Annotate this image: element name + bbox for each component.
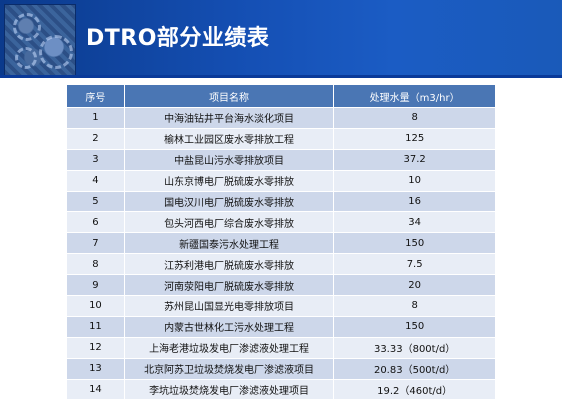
table-row: 5 国电汉川电厂脱硫废水零排放 16 <box>66 190 496 213</box>
cell-index: 1 <box>66 107 125 129</box>
cell-project-name: 中盐昆山污水零排放项目 <box>123 148 335 171</box>
table-row: 14 李坑垃圾焚烧发电厂渗滤液处理项目 19.2（460t/d） <box>66 378 496 401</box>
cell-index: 10 <box>66 295 125 317</box>
table-row: 13 北京阿苏卫垃圾焚烧发电厂渗滤液项目 20.83（500t/d） <box>66 357 496 380</box>
cell-project-name: 新疆国泰污水处理工程 <box>123 232 335 255</box>
header-cell-index: 序号 <box>66 84 125 108</box>
cell-project-name: 内蒙古世林化工污水处理工程 <box>123 315 335 338</box>
table-row: 3 中盐昆山污水零排放项目 37.2 <box>66 148 496 171</box>
cell-index: 6 <box>66 211 125 234</box>
header-divider <box>0 75 562 78</box>
cell-capacity: 16 <box>333 190 496 213</box>
cell-capacity: 8 <box>333 107 496 129</box>
cell-capacity: 8 <box>333 295 496 317</box>
cell-capacity: 20.83（500t/d） <box>333 357 496 380</box>
header-cell-capacity: 处理水量（m3/hr） <box>333 84 496 108</box>
table-row: 10 苏州昆山国显光电零排放项目 8 <box>66 295 496 317</box>
table-row: 8 江苏利港电厂脱硫废水零排放 7.5 <box>66 253 496 276</box>
cell-index: 7 <box>66 232 125 255</box>
cell-index: 9 <box>66 274 125 297</box>
cell-capacity: 20 <box>333 274 496 297</box>
cell-project-name: 苏州昆山国显光电零排放项目 <box>123 295 335 317</box>
table-row: 12 上海老港垃圾发电厂渗滤液处理工程 33.33（800t/d） <box>66 336 496 359</box>
cell-project-name: 上海老港垃圾发电厂渗滤液处理工程 <box>123 336 335 359</box>
table-row: 6 包头河西电厂综合废水零排放 34 <box>66 211 496 234</box>
cell-capacity: 19.2（460t/d） <box>333 378 496 401</box>
gear-icon <box>13 13 41 41</box>
cell-index: 2 <box>66 127 125 150</box>
cell-capacity: 150 <box>333 315 496 338</box>
cell-capacity: 150 <box>333 232 496 255</box>
cell-project-name: 李坑垃圾焚烧发电厂渗滤液处理项目 <box>123 378 335 401</box>
gear-icon <box>39 35 73 69</box>
cell-project-name: 国电汉川电厂脱硫废水零排放 <box>123 190 335 213</box>
header-cell-project-name: 项目名称 <box>123 84 335 108</box>
performance-table: 序号 项目名称 处理水量（m3/hr） 1 中海油钻井平台海水淡化项目 8 2 … <box>66 84 496 401</box>
table-row: 2 榆林工业园区废水零排放工程 125 <box>66 127 496 150</box>
cell-capacity: 33.33（800t/d） <box>333 336 496 359</box>
cell-index: 12 <box>66 336 125 359</box>
cell-project-name: 江苏利港电厂脱硫废水零排放 <box>123 253 335 276</box>
table-header: 序号 项目名称 处理水量（m3/hr） <box>66 84 496 108</box>
cell-index: 3 <box>66 148 125 171</box>
cell-index: 13 <box>66 357 125 380</box>
cell-project-name: 北京阿苏卫垃圾焚烧发电厂渗滤液项目 <box>123 357 335 380</box>
header-banner: DTRO部分业绩表 <box>0 0 562 78</box>
cell-index: 11 <box>66 315 125 338</box>
cell-index: 14 <box>66 378 125 401</box>
cell-project-name: 河南荥阳电厂脱硫废水零排放 <box>123 274 335 297</box>
table-row: 1 中海油钻井平台海水淡化项目 8 <box>66 107 496 129</box>
table-row: 11 内蒙古世林化工污水处理工程 150 <box>66 315 496 338</box>
cell-capacity: 34 <box>333 211 496 234</box>
cell-index: 8 <box>66 253 125 276</box>
cell-capacity: 37.2 <box>333 148 496 171</box>
table-row: 4 山东京博电厂脱硫废水零排放 10 <box>66 169 496 192</box>
cell-project-name: 榆林工业园区废水零排放工程 <box>123 127 335 150</box>
slide-title: DTRO部分业绩表 <box>86 26 270 51</box>
table-body: 1 中海油钻井平台海水淡化项目 8 2 榆林工业园区废水零排放工程 125 3 … <box>66 107 496 401</box>
gear-icon <box>15 47 37 69</box>
cell-project-name: 包头河西电厂综合废水零排放 <box>123 211 335 234</box>
table-row: 9 河南荥阳电厂脱硫废水零排放 20 <box>66 274 496 297</box>
table-row: 7 新疆国泰污水处理工程 150 <box>66 232 496 255</box>
cell-capacity: 10 <box>333 169 496 192</box>
cell-index: 5 <box>66 190 125 213</box>
performance-table-container: 序号 项目名称 处理水量（m3/hr） 1 中海油钻井平台海水淡化项目 8 2 … <box>66 84 496 401</box>
cell-capacity: 125 <box>333 127 496 150</box>
cell-capacity: 7.5 <box>333 253 496 276</box>
cell-project-name: 山东京博电厂脱硫废水零排放 <box>123 169 335 192</box>
cell-project-name: 中海油钻井平台海水淡化项目 <box>123 107 335 129</box>
header-gears-image <box>4 4 76 76</box>
cell-index: 4 <box>66 169 125 192</box>
table-header-row: 序号 项目名称 处理水量（m3/hr） <box>66 84 496 108</box>
